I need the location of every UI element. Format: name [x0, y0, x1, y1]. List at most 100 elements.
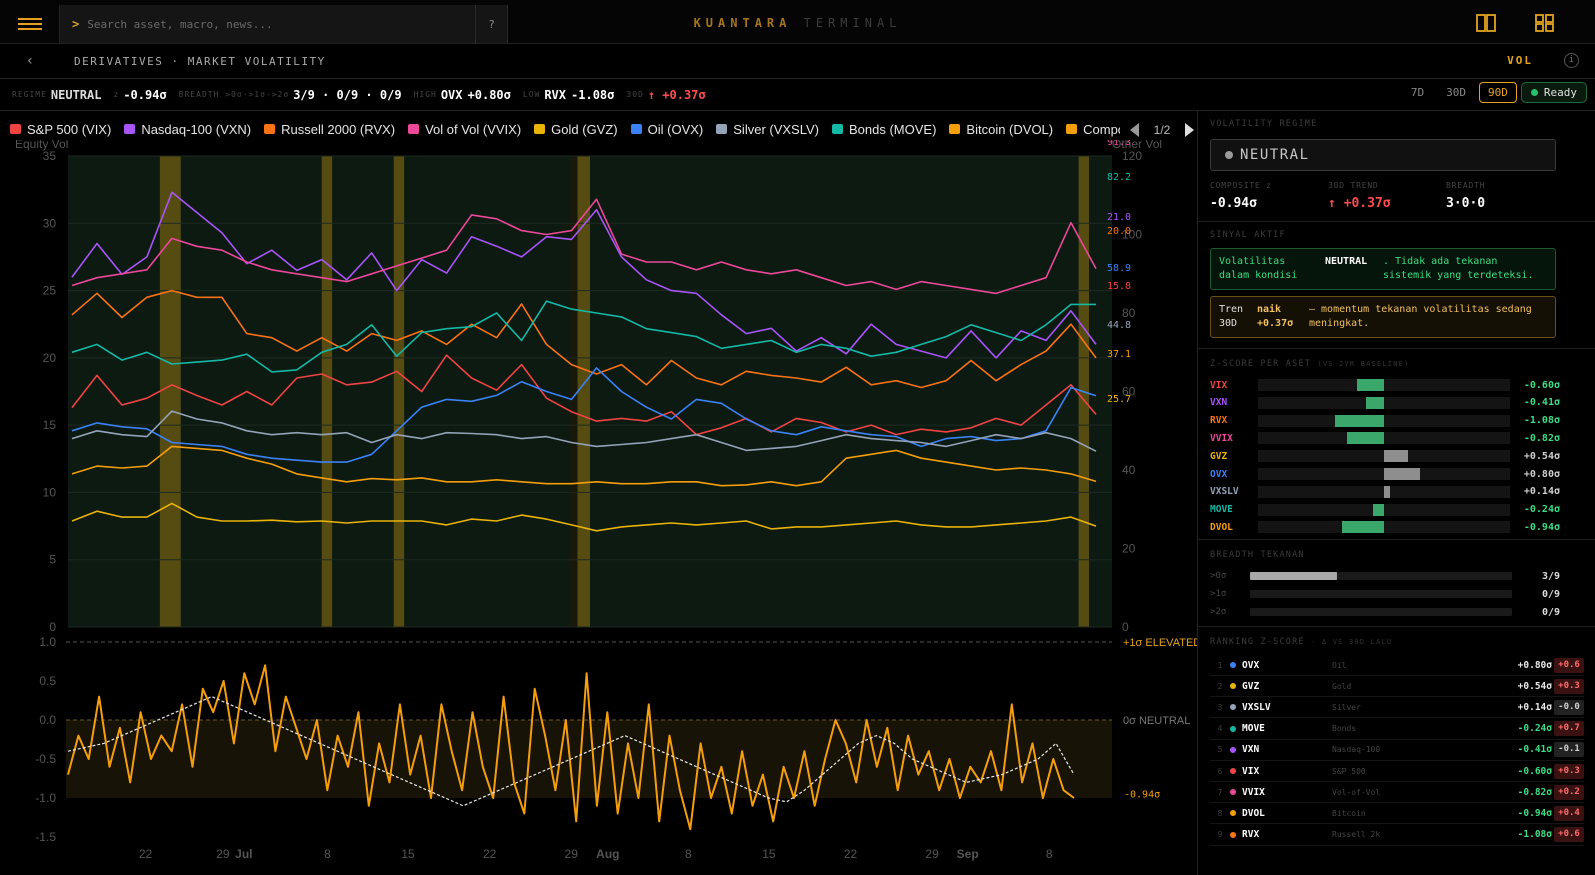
- ranking-zscore: -0.41σ: [1517, 744, 1552, 756]
- ref-line-label: 0σ NEUTRAL: [1123, 715, 1190, 727]
- range-tab-90d[interactable]: 90D: [1479, 82, 1517, 103]
- ranking-delta: +0.4: [1554, 805, 1584, 821]
- trend-metric: 30D TREND ↑ +0.37σ: [1328, 181, 1446, 211]
- legend-page: 1/2: [1153, 123, 1171, 137]
- legend-item[interactable]: Vol of Vol (VVIX): [408, 122, 521, 137]
- x-tick: 22: [483, 847, 497, 861]
- z-value: -0.94σ: [123, 87, 167, 102]
- ranking-zscore: -0.60σ: [1517, 765, 1552, 777]
- status-badge: Ready: [1520, 82, 1587, 103]
- right-panel: VOLATILITY REGIME NEUTRAL COMPOSITE z -0…: [1197, 111, 1595, 875]
- legend-item[interactable]: Composite: [1066, 122, 1120, 137]
- search-box[interactable]: >: [60, 5, 476, 43]
- ranking-row[interactable]: 4 MOVE Bonds -0.24σ +0.7: [1210, 719, 1584, 740]
- ranking-subtitle: · Δ VS 30D LALU: [1311, 638, 1393, 646]
- x-tick: 22: [844, 847, 858, 861]
- ranking-dot-icon: [1230, 768, 1236, 774]
- regime-label: REGIME: [12, 90, 47, 99]
- ranking-row[interactable]: 7 VVIX Vol-of-Vol -0.82σ +0.2: [1210, 782, 1584, 804]
- next-page-icon[interactable]: [1185, 123, 1194, 137]
- zscore-track: [1258, 503, 1510, 516]
- legend-pager: 1/2: [1130, 120, 1194, 140]
- regime-metrics: COMPOSITE z -0.94σ 30D TREND ↑ +0.37σ BR…: [1210, 181, 1584, 211]
- series-line: [71, 502, 1097, 532]
- legend-swatch: [124, 124, 136, 134]
- ranking-row[interactable]: 1 OVX Oil +0.80σ +0.6: [1210, 655, 1584, 676]
- y-tick-left: 20: [43, 351, 57, 365]
- signal-text-c: . Tidak ada tekanan sistemik yang terdet…: [1383, 256, 1534, 281]
- ranking-number: 4: [1217, 724, 1223, 734]
- range-tab-7d[interactable]: 7D: [1410, 86, 1425, 99]
- legend-label: Nasdaq-100 (VXN): [141, 121, 252, 137]
- legend-swatch: [408, 124, 420, 134]
- chart-legend: S&P 500 (VIX) Nasdaq-100 (VXN) Russell 200…: [10, 118, 1120, 140]
- legend-item[interactable]: Bitcoin (DVOL): [949, 122, 1053, 137]
- zscore-value: +0.54σ: [1523, 450, 1560, 462]
- ranking-symbol: GVZ: [1242, 680, 1260, 692]
- zscore-title-text: Z-SCORE PER ASET: [1210, 359, 1312, 369]
- ranking-delta: +0.6: [1554, 827, 1584, 843]
- range-tab-30d[interactable]: 30D: [1446, 86, 1466, 99]
- ranking-row[interactable]: 6 VIX S&P 500 -0.60σ +0.3: [1210, 761, 1584, 782]
- last-value-label: -0.94σ: [1124, 789, 1160, 800]
- z-label: z: [113, 90, 120, 99]
- ranking-dot-icon: [1230, 789, 1236, 796]
- back-icon[interactable]: ‹: [25, 53, 35, 69]
- legend-item[interactable]: Russell 2000 (RVX): [264, 122, 395, 137]
- ranking-row[interactable]: 5 VXN Nasdaq-100 -0.41σ -0.1: [1210, 740, 1584, 761]
- series-line: [71, 445, 1097, 487]
- y-tick-right: 120: [1122, 149, 1142, 163]
- high-value: +0.80σ: [467, 87, 511, 102]
- ranking-row[interactable]: 9 RVX Russell 2k -1.08σ +0.6: [1210, 825, 1584, 846]
- ranking-row[interactable]: 8 DVOL Bitcoin -0.94σ +0.4: [1210, 803, 1584, 825]
- menu-button[interactable]: [0, 5, 60, 43]
- legend-item[interactable]: Silver (VXSLV): [716, 122, 819, 137]
- end-label: 21.0: [1107, 212, 1131, 223]
- prev-page-icon[interactable]: [1130, 123, 1139, 137]
- trend-value: ↑ +0.37σ: [1328, 196, 1391, 211]
- zscore-symbol: OVX: [1210, 468, 1228, 480]
- zscore-value: -0.82σ: [1523, 432, 1560, 444]
- ranking-symbol: DVOL: [1242, 807, 1265, 819]
- divider: [1198, 221, 1595, 222]
- ranking-symbol: RVX: [1242, 829, 1260, 841]
- signal-trend: Tren 30D naik +0.37σ — momentum tekanan …: [1210, 296, 1556, 338]
- help-button[interactable]: ?: [476, 5, 508, 43]
- legend-item[interactable]: Oil (OVX): [630, 122, 703, 137]
- legend-item[interactable]: Gold (GVZ): [534, 122, 618, 137]
- end-label: 15.8: [1107, 281, 1131, 292]
- ranking-dot-icon: [1230, 831, 1236, 838]
- zscore-row: GVZ +0.54σ: [1210, 447, 1584, 465]
- legend-label: Silver (VXSLV): [733, 121, 819, 137]
- info-icon[interactable]: i: [1564, 53, 1579, 68]
- breadth-row-value: 3/9: [1541, 570, 1560, 582]
- ranking-name: Nasdaq-100: [1332, 745, 1381, 755]
- end-label: 44.8: [1107, 320, 1131, 331]
- breadcrumb-bar: ‹ DERIVATIVES · MARKET VOLATILITY VOL i: [0, 44, 1595, 79]
- ranking-number: 5: [1217, 745, 1223, 755]
- zscore-symbol: RVX: [1210, 415, 1228, 427]
- end-label: 82.2: [1107, 172, 1131, 183]
- ranking-row[interactable]: 3 VXSLV Silver +0.14σ -0.0: [1210, 697, 1584, 719]
- ranking-symbol: VXSLV: [1242, 701, 1271, 713]
- ranking-row[interactable]: 2 GVZ Gold +0.54σ +0.3: [1210, 676, 1584, 698]
- ranking-delta: +0.3: [1554, 678, 1584, 694]
- x-tick: 8: [685, 847, 692, 861]
- end-label: 58.9: [1107, 263, 1131, 274]
- high-label: HIGH: [413, 90, 437, 99]
- zscore-track: [1258, 450, 1510, 463]
- legend-label: S&P 500 (VIX): [27, 121, 112, 137]
- zscore-bar: [1373, 503, 1384, 516]
- legend-item[interactable]: Bonds (MOVE): [832, 122, 936, 137]
- legend-item[interactable]: S&P 500 (VIX): [10, 122, 111, 137]
- search-input[interactable]: [87, 17, 448, 31]
- zscore-track: [1258, 379, 1510, 391]
- grid-icon[interactable]: [1535, 14, 1555, 32]
- legend-label: Russell 2000 (RVX): [281, 121, 396, 137]
- split-view-icon[interactable]: [1476, 14, 1496, 32]
- highlight-band: [577, 156, 590, 627]
- legend-item[interactable]: Nasdaq-100 (VXN): [124, 122, 251, 137]
- x-tick: Jul: [235, 847, 252, 861]
- x-tick: Aug: [596, 847, 619, 861]
- signal-neutral: Volatilitas dalam kondisi NEUTRAL . Tida…: [1210, 248, 1556, 290]
